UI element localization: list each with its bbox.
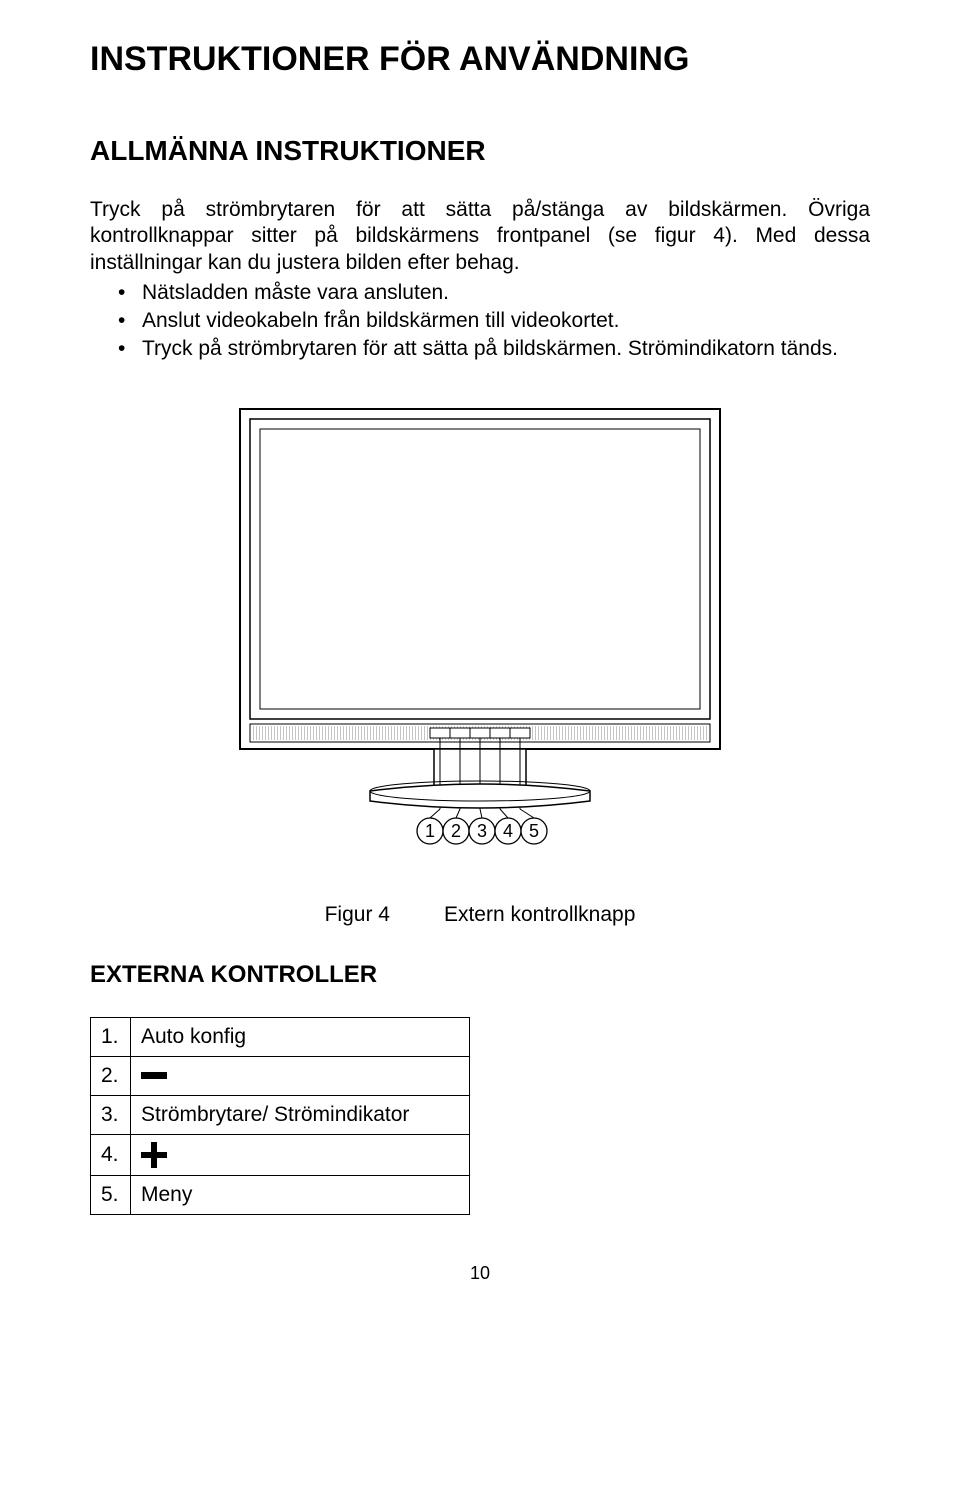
list-item: Tryck på strömbrytaren för att sätta på … — [118, 336, 870, 362]
control-label — [131, 1134, 470, 1175]
list-item: Nätsladden måste vara ansluten. — [118, 280, 870, 306]
callout-4: 4 — [503, 821, 513, 841]
list-item: Anslut videokabeln från bildskärmen till… — [118, 308, 870, 334]
control-num: 3. — [91, 1095, 131, 1134]
callout-1: 1 — [425, 821, 435, 841]
minus-icon — [141, 1072, 167, 1079]
control-label — [131, 1056, 470, 1095]
callout-5: 5 — [529, 821, 539, 841]
plus-icon — [141, 1142, 167, 1168]
control-num: 2. — [91, 1056, 131, 1095]
controls-table: 1. Auto konfig 2. 3. Strömbrytare/ Ström… — [90, 1017, 470, 1215]
externa-heading: EXTERNA KONTROLLER — [90, 961, 870, 989]
intro-paragraph: Tryck på strömbrytaren för att sätta på/… — [90, 197, 870, 276]
callout-3: 3 — [477, 821, 487, 841]
caption-label: Figur 4 — [325, 903, 390, 927]
table-row: 5. Meny — [91, 1175, 470, 1214]
caption-text: Extern kontrollknapp — [444, 903, 635, 927]
control-num: 5. — [91, 1175, 131, 1214]
monitor-diagram: 1 2 3 4 5 — [220, 399, 740, 879]
figure-monitor: 1 2 3 4 5 — [90, 399, 870, 879]
page-number: 10 — [90, 1263, 870, 1284]
bullet-list: Nätsladden måste vara ansluten. Anslut v… — [90, 280, 870, 363]
control-label: Strömbrytare/ Strömindikator — [131, 1095, 470, 1134]
figure-caption: Figur 4 Extern kontrollknapp — [90, 903, 870, 927]
table-row: 1. Auto konfig — [91, 1017, 470, 1056]
control-label: Meny — [131, 1175, 470, 1214]
table-row: 4. — [91, 1134, 470, 1175]
callout-2: 2 — [451, 821, 461, 841]
table-row: 2. — [91, 1056, 470, 1095]
section-heading: ALLMÄNNA INSTRUKTIONER — [90, 135, 870, 167]
page-title: INSTRUKTIONER FÖR ANVÄNDNING — [90, 40, 870, 79]
control-num: 1. — [91, 1017, 131, 1056]
control-num: 4. — [91, 1134, 131, 1175]
control-label: Auto konfig — [131, 1017, 470, 1056]
table-row: 3. Strömbrytare/ Strömindikator — [91, 1095, 470, 1134]
